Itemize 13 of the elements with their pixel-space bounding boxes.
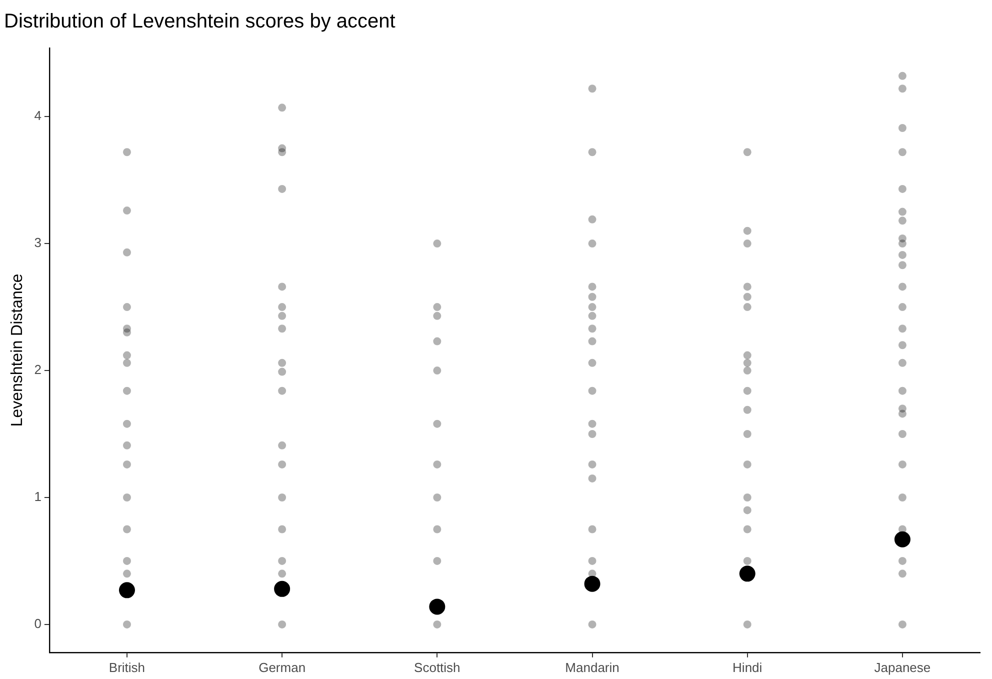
chart-title: Distribution of Levenshtein scores by accent	[4, 10, 396, 33]
y-axis-title: Levenshtein Distance	[9, 274, 26, 427]
y-tick-label: 3	[34, 235, 42, 250]
x-tick-label: Hindi	[732, 660, 762, 675]
y-tick-label: 1	[34, 489, 42, 504]
x-tick-label: Mandarin	[565, 660, 620, 675]
y-tick-label: 4	[34, 108, 42, 124]
x-tick-label: British	[108, 660, 146, 675]
y-tick-label: 2	[34, 362, 42, 378]
x-tick-label: Scottish	[414, 660, 460, 675]
x-tick-label: Japanese	[874, 660, 931, 675]
y-tick-label: 0	[34, 616, 42, 632]
x-tick-label: German	[258, 660, 306, 675]
